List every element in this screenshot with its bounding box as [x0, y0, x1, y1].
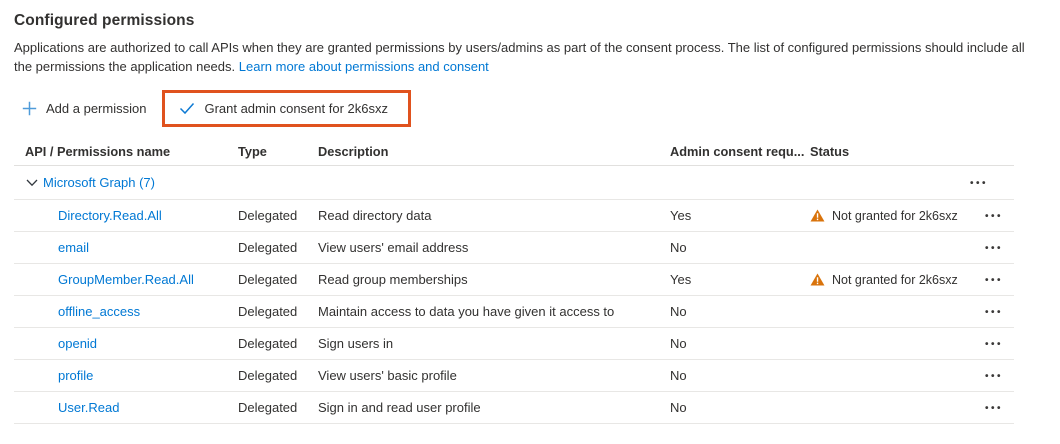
permission-description: View users' email address	[318, 240, 469, 255]
status-text: Not granted for 2k6sxz	[832, 208, 958, 223]
permission-name-link[interactable]: offline_access	[58, 304, 141, 319]
header-api-permissions-name[interactable]: API / Permissions name	[25, 144, 171, 159]
permission-name-link[interactable]: email	[58, 240, 90, 255]
group-label[interactable]: Microsoft Graph (7)	[43, 175, 155, 190]
table-row: Directory.Read.All Delegated Read direct…	[14, 200, 1014, 232]
permission-name-link[interactable]: Directory.Read.All	[58, 208, 162, 223]
warning-triangle-icon	[810, 209, 825, 222]
permission-type: Delegated	[238, 368, 298, 383]
admin-consent-value: No	[670, 304, 687, 319]
permission-name-link[interactable]: openid	[58, 336, 98, 351]
add-permission-label: Add a permission	[46, 100, 147, 116]
table-row: profile Delegated View users' basic prof…	[14, 360, 1014, 392]
learn-more-link[interactable]: Learn more about permissions and consent	[238, 58, 489, 74]
checkmark-icon	[179, 102, 195, 115]
warning-triangle-icon	[810, 273, 825, 286]
api-group-row-microsoft-graph: Microsoft Graph (7) •••	[14, 166, 1014, 200]
configured-permissions-panel: Configured permissions Applications are …	[14, 12, 1046, 424]
grant-admin-consent-button[interactable]: Grant admin consent for 2k6sxz	[171, 95, 396, 122]
more-options-button[interactable]: •••	[970, 178, 989, 189]
permission-name-link[interactable]: User.Read	[58, 400, 120, 415]
permission-type: Delegated	[238, 336, 298, 351]
annotation-highlight-box: Grant admin consent for 2k6sxz	[162, 89, 411, 127]
permission-name-link[interactable]: GroupMember.Read.All	[58, 272, 194, 287]
permission-description: Read directory data	[318, 208, 432, 223]
admin-consent-value: No	[670, 240, 687, 255]
more-options-button[interactable]: •••	[985, 307, 1004, 318]
admin-consent-value: No	[670, 336, 687, 351]
table-row: User.Read Delegated Sign in and read use…	[14, 392, 1014, 424]
description-text: Applications are authorized to call APIs…	[14, 39, 1046, 76]
admin-consent-value: Yes	[670, 208, 692, 223]
table-row: openid Delegated Sign users in No •••	[14, 328, 1014, 360]
permission-description: Sign users in	[318, 336, 394, 351]
permission-type: Delegated	[238, 304, 298, 319]
permission-description: Read group memberships	[318, 272, 468, 287]
permission-type: Delegated	[238, 240, 298, 255]
permission-type: Delegated	[238, 272, 298, 287]
header-status[interactable]: Status	[810, 144, 850, 159]
permission-name-link[interactable]: profile	[58, 368, 94, 383]
header-description[interactable]: Description	[318, 144, 389, 159]
more-options-button[interactable]: •••	[985, 371, 1004, 382]
status-cell: Not granted for 2k6sxz	[810, 209, 985, 223]
more-options-button[interactable]: •••	[985, 339, 1004, 350]
more-options-button[interactable]: •••	[985, 403, 1004, 414]
admin-consent-value: Yes	[670, 272, 692, 287]
status-text: Not granted for 2k6sxz	[832, 272, 958, 287]
table-row: offline_access Delegated Maintain access…	[14, 296, 1014, 328]
permission-description: View users' basic profile	[318, 368, 457, 383]
more-options-button[interactable]: •••	[985, 211, 1004, 222]
add-permission-button[interactable]: Add a permission	[14, 95, 154, 122]
permission-description: Sign in and read user profile	[318, 400, 481, 415]
table-row: email Delegated View users' email addres…	[14, 232, 1014, 264]
chevron-down-icon	[26, 179, 38, 187]
permission-type: Delegated	[238, 400, 298, 415]
command-bar: Add a permission Grant admin consent for…	[14, 87, 1046, 129]
admin-consent-value: No	[670, 400, 687, 415]
table-row: GroupMember.Read.All Delegated Read grou…	[14, 264, 1014, 296]
table-header-row: API / Permissions name Type Description …	[14, 138, 1014, 166]
more-options-button[interactable]: •••	[985, 243, 1004, 254]
plus-icon	[22, 101, 37, 116]
group-expander[interactable]: Microsoft Graph (7)	[14, 175, 970, 190]
grant-admin-consent-label: Grant admin consent for 2k6sxz	[204, 100, 388, 116]
status-cell: Not granted for 2k6sxz	[810, 273, 985, 287]
header-type[interactable]: Type	[238, 144, 267, 159]
permission-type: Delegated	[238, 208, 298, 223]
permissions-table: API / Permissions name Type Description …	[14, 138, 1014, 424]
description-body: Applications are authorized to call APIs…	[14, 40, 1025, 74]
page-title: Configured permissions	[14, 12, 195, 29]
permission-description: Maintain access to data you have given i…	[318, 304, 615, 319]
more-options-button[interactable]: •••	[985, 275, 1004, 286]
admin-consent-value: No	[670, 368, 687, 383]
header-admin-consent-required[interactable]: Admin consent requ...	[670, 144, 805, 159]
